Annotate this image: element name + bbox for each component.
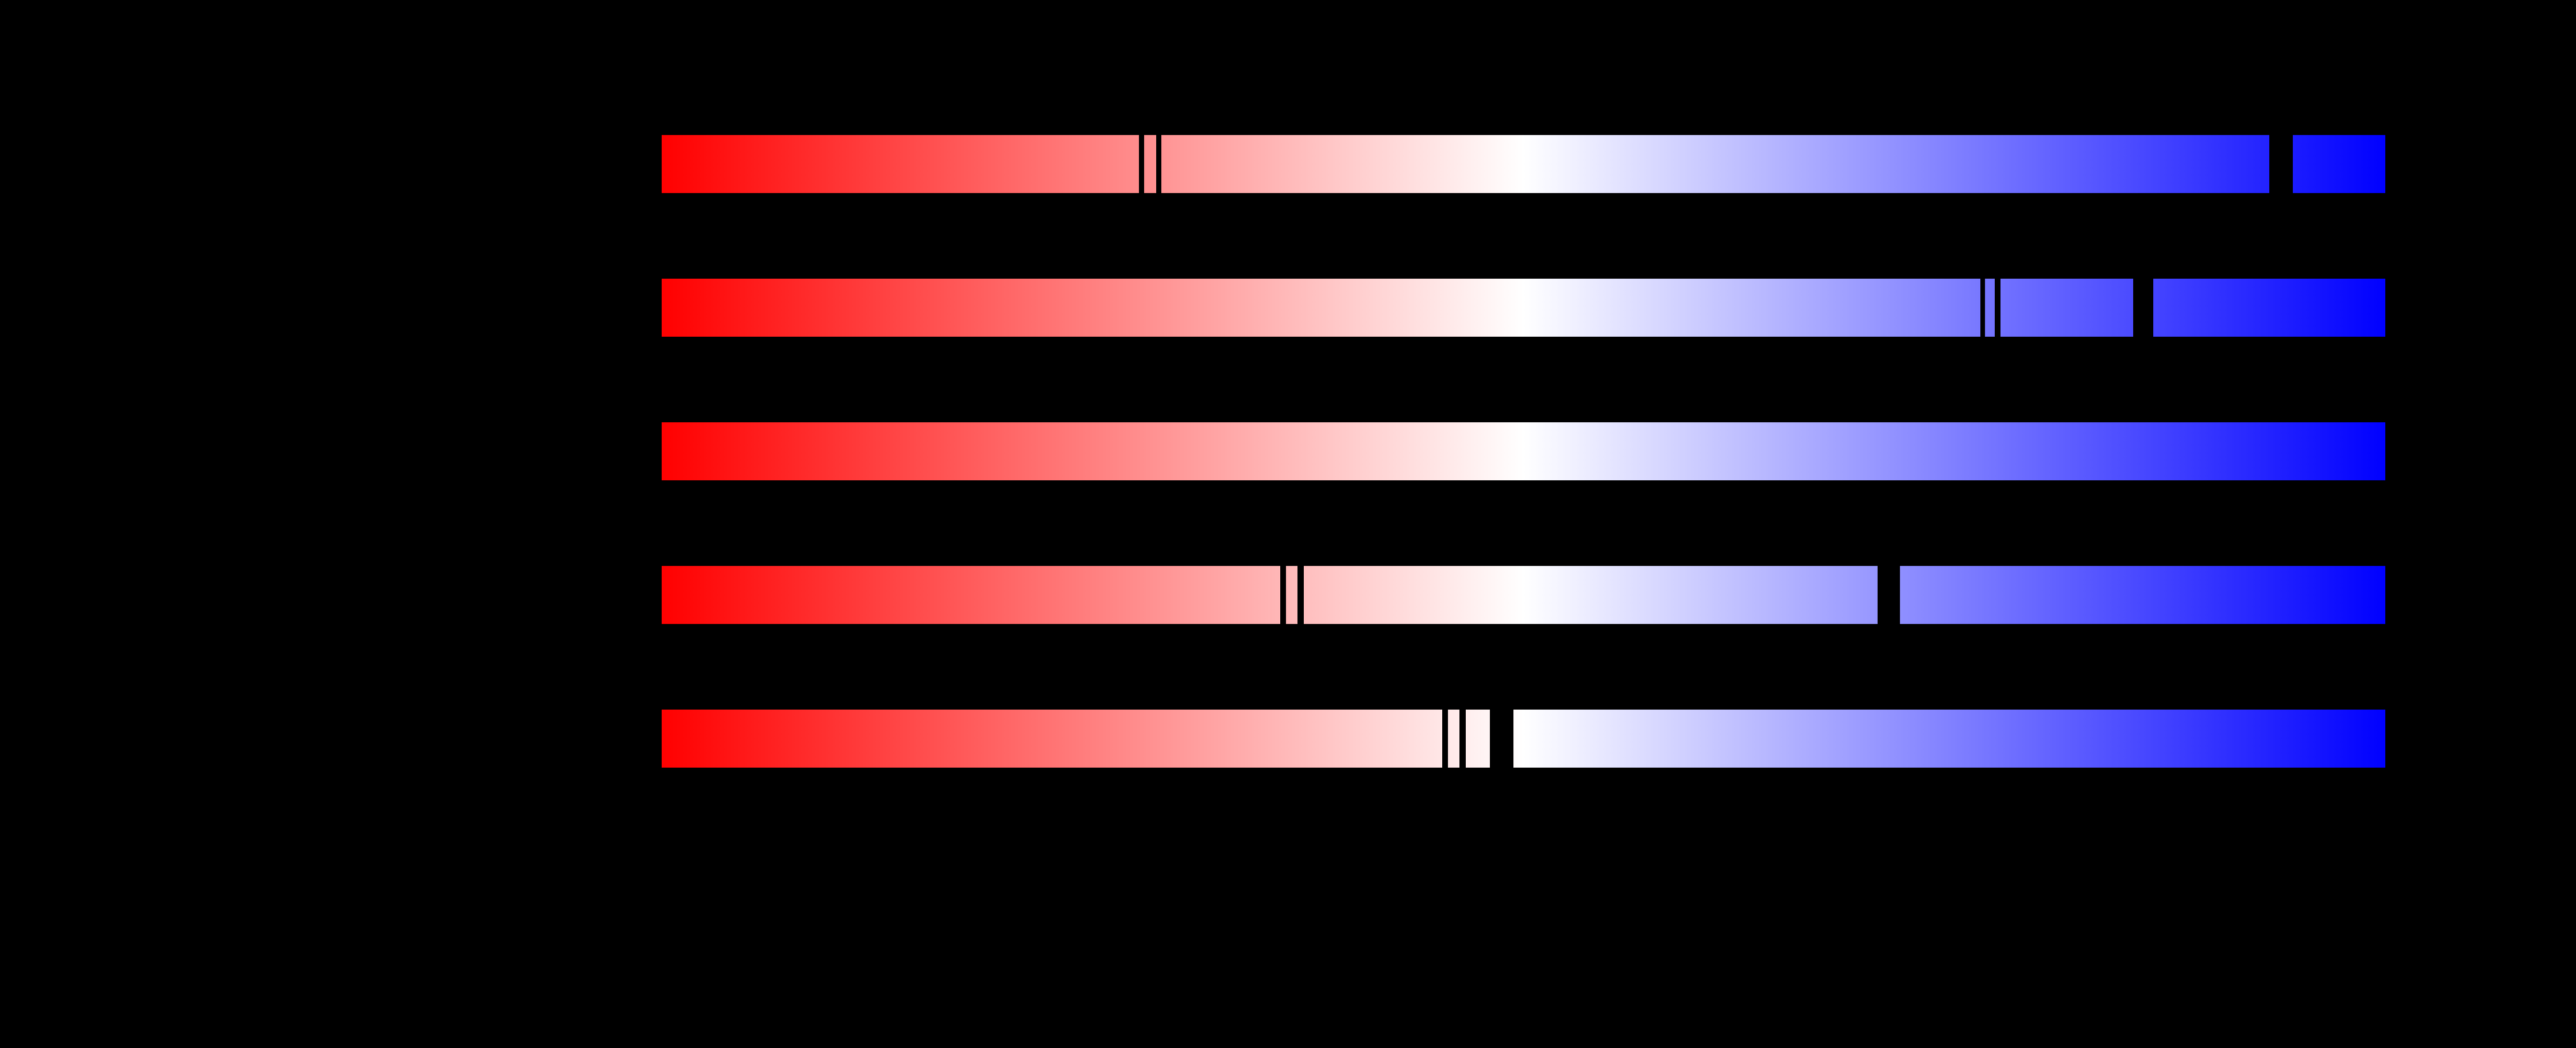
bar-segment [662, 279, 1980, 337]
gradient-bar-row-4 [662, 566, 2385, 624]
gradient-bar-row-1 [662, 135, 2385, 193]
bar-segment [662, 566, 1280, 624]
bar-segment [1466, 710, 1490, 768]
bar-segment [1513, 710, 2385, 768]
bar-segment [662, 422, 2385, 480]
gradient-bar-row-2 [662, 279, 2385, 337]
bar-segment [1144, 135, 1156, 193]
bar-segment [1985, 279, 1995, 337]
bar-segment [662, 710, 1442, 768]
bar-segment [1900, 566, 2385, 624]
bar-segment [2000, 279, 2133, 337]
gradient-bar-row-3 [662, 422, 2385, 480]
gradient-bar-row-5 [662, 710, 2385, 768]
bar-segment [2293, 135, 2385, 193]
bar-segment [1448, 710, 1459, 768]
bar-segment [662, 135, 1139, 193]
bar-segment [1304, 566, 1878, 624]
bar-segment [1161, 135, 2269, 193]
bar-segment [2153, 279, 2385, 337]
bar-segment [1286, 566, 1297, 624]
